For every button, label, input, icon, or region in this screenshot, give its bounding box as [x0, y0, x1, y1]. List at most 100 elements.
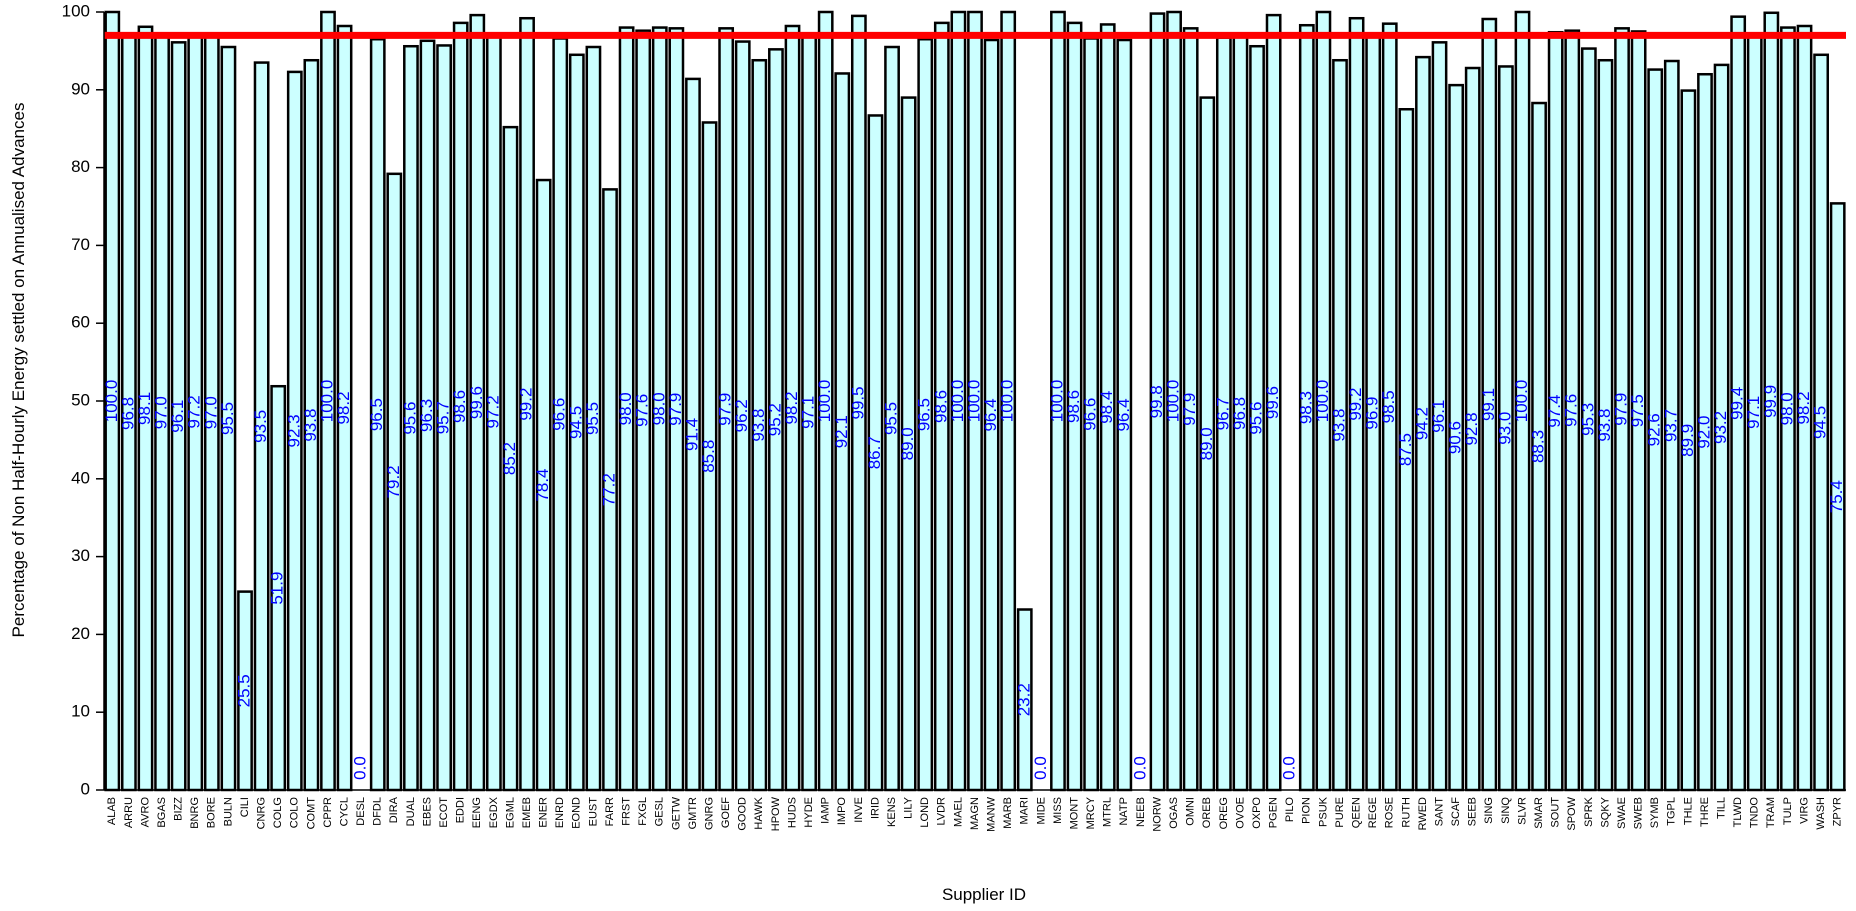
data-label-oreb: 89.0 — [1197, 427, 1216, 460]
data-label-smar: 88.3 — [1529, 430, 1548, 463]
x-tick-label-sing: SING — [1483, 797, 1495, 824]
data-label-gesl: 98.0 — [649, 392, 668, 425]
data-label-lvdr: 98.6 — [931, 390, 950, 423]
data-label-norw: 99.8 — [1147, 385, 1166, 418]
x-tick-label-dual: DUAL — [405, 797, 417, 826]
x-tick-label-scaf: SCAF — [1450, 797, 1462, 827]
x-tick-label-getw: GETW — [670, 796, 682, 830]
data-label-colg: 51.9 — [268, 572, 287, 605]
data-label-desl: 0.0 — [351, 756, 370, 780]
data-label-dual: 95.6 — [400, 402, 419, 435]
x-tick-label-rose: ROSE — [1384, 797, 1396, 828]
x-tick-label-natp: NATP — [1118, 797, 1130, 826]
data-label-alab: 100.0 — [102, 380, 121, 423]
data-label-tndo: 97.1 — [1744, 396, 1763, 429]
x-tick-label-omni: OMNI — [1185, 797, 1197, 826]
x-tick-label-sqky: SQKY — [1599, 796, 1611, 827]
x-tick-label-pilo: PILO — [1284, 797, 1296, 823]
x-tick-label-till: TILL — [1715, 797, 1727, 819]
x-tick-label-bizz: BIZZ — [173, 797, 185, 821]
data-label-goef: 97.9 — [716, 393, 735, 426]
x-tick-label-cili: CILI — [239, 797, 251, 817]
x-ticks-group: ALAB ARRU AVRO BGAS BIZZ BNRG BORE BULN CILI CNRG… — [106, 796, 1843, 831]
data-label-dira: 79.2 — [384, 465, 403, 498]
data-labels-group: 100.096.898.197.096.197.297.095.525.593.… — [102, 380, 1846, 780]
data-label-wash: 94.5 — [1811, 406, 1830, 439]
x-tick-label-ener: ENER — [538, 797, 550, 828]
data-label-egml: 85.2 — [500, 442, 519, 475]
data-label-neeb: 0.0 — [1130, 756, 1149, 780]
x-tick-label-mide: MIDE — [1035, 797, 1047, 825]
data-label-irid: 86.7 — [865, 436, 884, 469]
data-label-thre: 92.0 — [1694, 416, 1713, 449]
data-label-mael: 100.0 — [948, 380, 967, 423]
x-tick-label-qeen: QEEN — [1350, 797, 1362, 828]
x-tick-label-ruth: RUTH — [1400, 797, 1412, 828]
data-label-manw: 96.4 — [981, 398, 1000, 431]
x-tick-label-oreb: OREB — [1201, 797, 1213, 828]
x-tick-label-egdx: EGDX — [488, 796, 500, 828]
y-tick-label: 100 — [62, 1, 90, 20]
x-tick-label-arru: ARRU — [123, 797, 135, 828]
x-tick-label-tlwd: TLWD — [1732, 797, 1744, 827]
data-label-mtrl: 98.4 — [1097, 391, 1116, 424]
x-tick-label-miss: MISS — [1052, 797, 1064, 824]
x-tick-label-spow: SPOW — [1566, 796, 1578, 830]
data-label-qeen: 99.2 — [1346, 388, 1365, 421]
data-label-eond: 94.5 — [566, 406, 585, 439]
x-tick-label-impo: IMPO — [836, 797, 848, 826]
data-label-marb: 100.0 — [998, 380, 1017, 423]
data-label-ecot: 95.7 — [434, 401, 453, 434]
y-tick-label: 90 — [71, 79, 90, 98]
data-label-pion: 98.3 — [1296, 391, 1315, 424]
data-label-swae: 97.9 — [1612, 393, 1631, 426]
x-tick-label-magn: MAGN — [969, 797, 981, 830]
data-label-ebes: 96.3 — [417, 399, 436, 432]
y-tick-label: 0 — [81, 779, 90, 798]
data-label-huds: 98.2 — [782, 391, 801, 424]
x-tick-label-huds: HUDS — [786, 797, 798, 828]
data-label-bgas: 97.0 — [152, 396, 171, 429]
data-label-gmtr: 91.4 — [682, 418, 701, 451]
data-label-sing: 99.1 — [1479, 388, 1498, 421]
x-tick-label-comt: COMT — [305, 797, 317, 830]
x-tick-label-tgpl: TGPL — [1666, 797, 1678, 826]
x-tick-label-virg: VIRG — [1798, 797, 1810, 824]
x-tick-label-buln: BULN — [222, 797, 234, 826]
x-tick-label-colo: COLO — [289, 797, 301, 829]
x-tick-label-fxgl: FXGL — [637, 797, 649, 826]
x-tick-label-mrcy: MRCY — [1085, 796, 1097, 829]
x-tick-label-cnrg: CNRG — [256, 797, 268, 829]
x-tick-label-thle: THLE — [1682, 797, 1694, 825]
data-label-pgen: 99.6 — [1263, 386, 1282, 419]
x-tick-label-ebes: EBES — [421, 797, 433, 826]
data-label-thle: 89.9 — [1678, 424, 1697, 457]
data-label-impo: 92.1 — [832, 415, 851, 448]
data-label-bizz: 96.1 — [168, 400, 187, 433]
x-tick-label-rwed: RWED — [1417, 797, 1429, 830]
x-tick-label-swae: SWAE — [1616, 797, 1628, 829]
y-tick-label: 50 — [71, 390, 90, 409]
x-tick-label-iamp: IAMP — [820, 797, 832, 824]
data-label-arru: 96.8 — [118, 397, 137, 430]
x-tick-label-norw: NORW — [1151, 796, 1163, 831]
x-tick-label-bore: BORE — [206, 797, 218, 828]
data-label-cnrg: 93.5 — [251, 410, 270, 443]
data-label-oxpo: 95.6 — [1247, 402, 1266, 435]
x-tick-label-rege: REGE — [1367, 797, 1379, 828]
data-label-mide: 0.0 — [1031, 756, 1050, 780]
data-label-iamp: 100.0 — [815, 380, 834, 423]
data-label-getw: 97.9 — [666, 393, 685, 426]
x-tick-label-zpyr: ZPYR — [1832, 797, 1844, 826]
x-tick-label-eust: EUST — [587, 797, 599, 827]
y-axis-title: Percentage of Non Half-Hourly Energy set… — [9, 103, 28, 638]
data-label-till: 93.2 — [1711, 411, 1730, 444]
x-tick-label-wash: WASH — [1815, 797, 1827, 830]
data-label-tulp: 98.0 — [1777, 392, 1796, 425]
x-tick-label-seeb: SEEB — [1467, 797, 1479, 826]
data-label-good: 96.2 — [732, 399, 751, 432]
x-tick-label-inve: INVE — [853, 797, 865, 823]
data-label-zpyr: 75.4 — [1827, 480, 1846, 513]
x-tick-label-gesl: GESL — [654, 797, 666, 826]
data-label-sinq: 93.0 — [1495, 412, 1514, 445]
